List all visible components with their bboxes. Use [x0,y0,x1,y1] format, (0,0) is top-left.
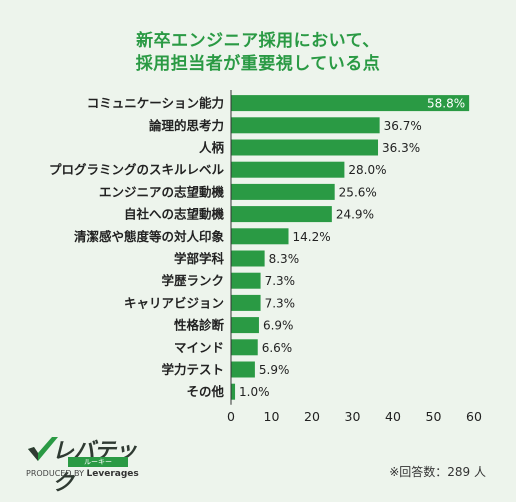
bar [231,272,261,289]
x-tick-label: 20 [304,409,320,424]
x-tick-label: 60 [466,409,482,424]
bar [231,161,345,178]
logo-produced-by: PRODUCED BY Leverages [26,469,139,479]
data-label: 7.3% [265,274,296,288]
bar [231,117,380,134]
category-label: キャリアビジョン [124,295,224,310]
data-label: 5.9% [259,363,290,377]
data-label: 8.3% [269,252,300,266]
x-tick-label: 0 [227,409,235,424]
data-label: 25.6% [339,185,377,199]
data-label: 58.8% [427,97,465,111]
category-label: コミュニケーション能力 [87,96,224,111]
response-count-note: ※回答数：289 人 [389,465,486,479]
leverages-logo: レバテック ルーキー PRODUCED BY Leverages [26,433,156,496]
data-label: 14.2% [293,230,331,244]
produced-by-label: PRODUCED BY [26,469,84,478]
bar [231,339,258,356]
data-label: 24.9% [336,208,374,222]
data-label: 6.9% [263,319,294,333]
category-label: 自社への志望動機 [124,207,225,222]
bar [231,228,289,245]
category-label: プログラミングのスキルレベル [49,162,225,177]
x-tick-label: 30 [345,409,361,424]
bar [231,361,255,378]
chart-title-line-2: 採用担当者が重要視している点 [135,54,381,74]
category-label: 学部学科 [174,251,225,266]
chart-title-line-1: 新卒エンジニア採用において、 [136,31,380,51]
company-name: Leverages [86,469,139,479]
category-label: 性格診断 [173,318,225,333]
bar-chart: コミュニケーション能力 58.8% 論理的思考力 36.7% 人柄 36.3% プログラミン… [49,90,482,424]
category-label: 論理的思考力 [149,118,224,133]
x-tick-label: 40 [385,409,401,424]
x-tick-label: 50 [426,409,442,424]
bar [231,206,332,223]
category-label: 人柄 [199,140,225,155]
data-label: 7.3% [265,296,296,310]
category-label: エンジニアの志望動機 [99,184,225,199]
category-label: その他 [186,384,224,399]
logo-sub-text: ルーキー [68,457,128,467]
data-label: 28.0% [348,163,386,177]
bar [231,317,259,334]
x-tick-label: 10 [264,409,280,424]
data-label: 36.7% [384,119,422,133]
category-label: 学力テスト [161,362,224,377]
bar [231,139,379,156]
bar [231,95,470,112]
bar [231,250,265,267]
category-label: 清潔感や態度等の対人印象 [74,229,225,244]
bar [231,383,236,400]
data-label: 6.6% [262,341,293,355]
bar [231,294,261,311]
data-label: 1.0% [239,385,269,399]
bar [231,183,335,200]
data-label: 36.3% [382,141,420,155]
checkmark-icon [28,437,58,461]
category-label: マインド [174,340,224,355]
category-label: 学歴ランク [161,273,224,288]
